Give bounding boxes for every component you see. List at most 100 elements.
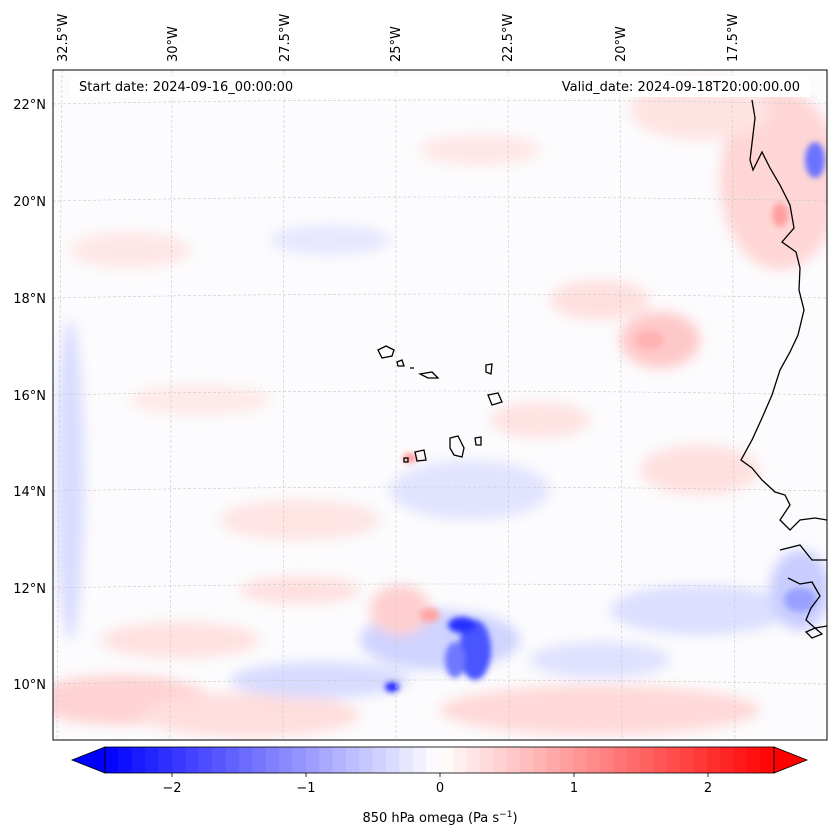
- lat-label: 12°N: [13, 582, 46, 597]
- africa-coast: [740, 99, 827, 531]
- island-sao-vicente: [396, 359, 405, 367]
- colorbar-cell: [640, 747, 655, 773]
- colorbar-low-extend: [70, 746, 106, 774]
- lat-label: 16°N: [13, 389, 46, 404]
- island-boa-vista: [487, 392, 503, 406]
- colorbar-cell: [171, 747, 186, 773]
- colorbar-cell: [385, 747, 400, 773]
- island-maio: [474, 436, 482, 446]
- lat-label: 20°N: [13, 195, 46, 210]
- island-brava: [403, 457, 409, 463]
- colorbar-tick-label: 2: [704, 781, 712, 796]
- omega-field: [53, 80, 827, 737]
- colorbar-cell: [319, 747, 333, 773]
- colorbar-cell: [131, 747, 146, 773]
- colorbar-cell: [519, 747, 534, 773]
- colorbar-cell: [158, 747, 173, 773]
- colorbar-cell: [198, 747, 213, 773]
- colorbar-cell: [292, 747, 307, 773]
- colorbar-cell: [613, 747, 628, 773]
- colorbar-title: 850 hPa omega (Pa s−1): [362, 810, 517, 826]
- lon-label: 30°W: [166, 26, 181, 62]
- colorbar-cell: [345, 747, 360, 773]
- lon-label: 22.5°W: [501, 14, 516, 62]
- colorbar-cell: [573, 747, 588, 773]
- colorbar-cell: [145, 747, 160, 773]
- colorbar-high-extend: [773, 746, 809, 774]
- colorbar-cell: [305, 747, 320, 773]
- island-sal: [485, 363, 493, 375]
- colorbar-cell: [359, 747, 374, 773]
- lon-labels: 32.5°W 30°W 27.5°W 25°W 22.5°W 20°W 17.5…: [56, 14, 741, 62]
- lon-label: 20°W: [614, 26, 629, 62]
- gambia-coast: [779, 544, 827, 561]
- colorbar-cell: [452, 747, 467, 773]
- lon-label: 27.5°W: [278, 14, 293, 62]
- colorbar-cell: [600, 747, 614, 773]
- colorbar-tick-label: 0: [436, 781, 444, 796]
- colorbar-cells: [105, 747, 775, 773]
- colorbar-title-sup: −1: [499, 810, 512, 820]
- colorbar-cell: [426, 747, 440, 773]
- coastlines: [377, 99, 827, 639]
- island-santo-antao: [377, 345, 395, 359]
- colorbar-tick-label: 1: [570, 781, 578, 796]
- lon-label: 17.5°W: [726, 14, 741, 62]
- colorbar-cell: [225, 747, 240, 773]
- colorbar-cell: [707, 747, 721, 773]
- lat-label: 18°N: [13, 292, 46, 307]
- colorbar-cell: [466, 747, 481, 773]
- colorbar-cell: [733, 747, 748, 773]
- colorbar-cell: [105, 747, 119, 773]
- colorbar-cell: [332, 747, 347, 773]
- guinea-coast: [787, 577, 827, 629]
- lon-label: 25°W: [389, 26, 404, 62]
- colorbar-cell: [265, 747, 280, 773]
- colorbar-cell: [493, 747, 507, 773]
- colorbar-cell: [559, 747, 574, 773]
- colorbar-cell: [479, 747, 494, 773]
- lon-label: 32.5°W: [56, 14, 71, 62]
- island-sao-nicolau: [417, 371, 440, 379]
- colorbar-cell: [252, 747, 267, 773]
- colorbar-cell: [506, 747, 521, 773]
- colorbar-tick-label: −2: [162, 781, 181, 796]
- colorbar-cell: [439, 747, 454, 773]
- colorbar-ticks: [171, 773, 709, 777]
- start-date-label: Start date: 2024-09-16_00:00:00: [79, 80, 293, 95]
- colorbar-cell: [118, 747, 133, 773]
- colorbar-title-main: 850 hPa omega (Pa s: [362, 811, 499, 826]
- colorbar-cell: [399, 747, 414, 773]
- colorbar-cell: [666, 747, 681, 773]
- colorbar-cell: [693, 747, 708, 773]
- header-box: [70, 76, 810, 97]
- colorbar-cell: [720, 747, 735, 773]
- colorbar-cell: [212, 747, 226, 773]
- colorbar-cell: [680, 747, 695, 773]
- colorbar-cell: [760, 747, 775, 773]
- lat-label: 10°N: [13, 678, 46, 693]
- colorbar-cell: [747, 747, 762, 773]
- colorbar-cell: [372, 747, 387, 773]
- lat-label: 22°N: [13, 98, 46, 113]
- colorbar-cell: [586, 747, 601, 773]
- colorbar-cell: [546, 747, 561, 773]
- island-fogo: [414, 449, 427, 462]
- colorbar-cell: [533, 747, 548, 773]
- lat-label: 14°N: [13, 485, 46, 500]
- colorbar-cell: [626, 747, 641, 773]
- colorbar: −2 −1 0 1 2 850 hPa omega (Pa s−1): [70, 746, 809, 826]
- graticule: [53, 70, 827, 740]
- colorbar-cell: [412, 747, 427, 773]
- colorbar-title-end: ): [512, 811, 517, 826]
- map-panel: [52, 69, 828, 741]
- colorbar-frame: [104, 746, 775, 774]
- colorbar-cell: [238, 747, 253, 773]
- colorbar-cell: [278, 747, 293, 773]
- colorbar-cell: [653, 747, 668, 773]
- lat-labels: 22°N 20°N 18°N 16°N 14°N 12°N 10°N: [13, 98, 46, 693]
- colorbar-tick-label: −1: [296, 781, 315, 796]
- colorbar-cell: [185, 747, 200, 773]
- map-frame: [52, 69, 828, 741]
